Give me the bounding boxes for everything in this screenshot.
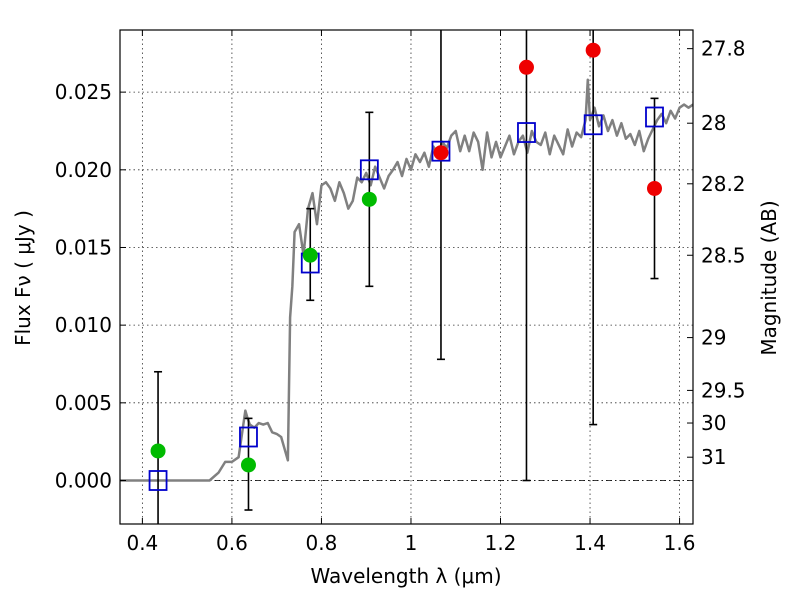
y-tick-label: 0.000 <box>55 469 112 493</box>
model-box-marker <box>239 426 258 448</box>
error-bar <box>436 30 445 361</box>
red-data-point <box>647 180 663 196</box>
x-tick-labels: 0.4 0.6 0.8 1 1.2 1.4 1.6 <box>126 531 695 555</box>
error-bar <box>589 30 598 426</box>
y-axis-label: Flux Fν ( μJy ) <box>11 210 35 346</box>
x-tick-label: 1.2 <box>485 531 517 555</box>
plot-area <box>120 30 693 524</box>
right-tick-label: 28.5 <box>701 243 746 267</box>
x-axis-label: Wavelength λ (μm) <box>310 564 501 588</box>
axis-ticks <box>120 30 693 524</box>
error-bar <box>522 30 531 482</box>
y-tick-label: 0.005 <box>55 391 112 415</box>
plot-background <box>120 30 693 524</box>
model-box-marker <box>148 470 168 491</box>
right-tick-label: 30 <box>701 411 726 435</box>
model-box-marker <box>517 122 536 143</box>
green-data-point <box>302 247 318 263</box>
y-tick-label: 0.010 <box>55 313 112 337</box>
right-axis-label: Magnitude (AB) <box>757 200 781 355</box>
grid-lines <box>120 30 693 524</box>
red-data-point <box>433 145 449 161</box>
plot-frame <box>119 29 694 525</box>
green-data-point <box>361 191 377 207</box>
model-box-marker <box>645 106 664 128</box>
x-tick-label: 1 <box>405 531 418 555</box>
y-tick-label: 0.020 <box>55 158 112 182</box>
x-tick-label: 0.6 <box>216 531 248 555</box>
x-tick-label: 1.6 <box>664 531 696 555</box>
right-tick-labels: 27.8 28 28.2 28.5 29 29.5 30 31 <box>701 37 746 470</box>
right-tick-label: 28.2 <box>701 172 746 196</box>
right-tick-label: 29.5 <box>701 378 746 402</box>
model-box-marker <box>583 114 603 136</box>
x-tick-label: 0.4 <box>126 531 158 555</box>
green-data-point <box>240 457 256 473</box>
model-box-marker <box>431 140 451 162</box>
right-tick-label: 27.8 <box>701 37 746 61</box>
y-tick-label: 0.025 <box>55 80 112 104</box>
red-data-point <box>585 42 601 58</box>
green-data-point <box>150 443 166 459</box>
x-tick-label: 0.8 <box>306 531 338 555</box>
y-tick-label: 0.015 <box>55 235 112 259</box>
right-tick-label: 29 <box>701 326 726 350</box>
x-tick-label: 1.4 <box>574 531 606 555</box>
red-data-point <box>518 59 534 75</box>
y-tick-labels: 0.000 0.005 0.010 0.015 0.020 0.025 <box>55 80 112 492</box>
right-tick-label: 28 <box>701 111 726 135</box>
model-box-marker <box>359 159 379 181</box>
right-tick-label: 31 <box>701 445 726 469</box>
